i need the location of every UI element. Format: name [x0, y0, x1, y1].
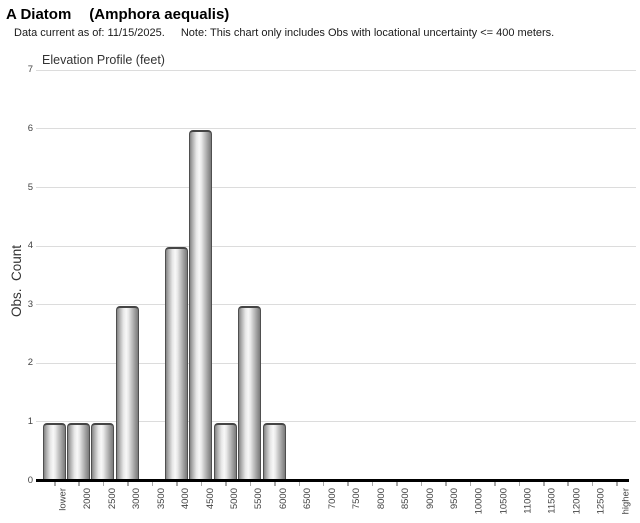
y-tick-label-4: 4	[27, 240, 33, 252]
x-tick-9500	[445, 482, 447, 486]
x-category-label-8500: 8500	[400, 488, 412, 510]
gridline-7	[36, 69, 636, 71]
x-tick-9000	[420, 482, 423, 486]
x-category-label-6500: 6500	[302, 488, 314, 510]
x-category-label-10500: 10500	[498, 488, 510, 515]
x-axis-line	[36, 479, 629, 482]
x-tick-5500	[249, 482, 252, 486]
bar-3000	[115, 305, 139, 480]
x-tick-10000	[469, 482, 472, 486]
x-tick-12000	[567, 482, 569, 486]
gridline-3	[36, 304, 636, 306]
x-tick-12500	[591, 482, 594, 486]
data-current-date-text: Data current as of: 11/15/2025.	[14, 27, 165, 39]
x-tick-11000	[518, 482, 521, 486]
x-tick-10500	[494, 482, 496, 486]
x-tick-8500	[396, 482, 398, 486]
y-tick-label-7: 7	[27, 64, 33, 76]
gridline-5	[36, 187, 636, 188]
x-tick-2500	[102, 482, 105, 486]
bar-2000	[66, 422, 90, 480]
x-tick-5000	[225, 482, 227, 486]
x-tick-7500	[347, 482, 349, 486]
taxon-scientific-name: (Amphora aequalis)	[89, 6, 230, 23]
x-tick-4500	[200, 482, 203, 486]
bar-5000	[213, 422, 237, 480]
x-category-label-7500: 7500	[351, 488, 363, 510]
x-category-label-2000: 2000	[82, 488, 94, 510]
y-tick-label-5: 5	[27, 181, 33, 193]
bar-lower	[42, 422, 66, 480]
x-tick-6000	[274, 482, 276, 486]
taxon-common-name: A Diatom	[6, 6, 72, 23]
bar-2500	[91, 422, 115, 480]
x-category-label-7000: 7000	[326, 488, 338, 510]
y-tick-label-3: 3	[27, 298, 33, 310]
x-tick-8000	[371, 482, 374, 486]
x-category-label-5500: 5500	[253, 488, 265, 510]
x-category-label-higher: higher	[620, 488, 632, 515]
x-category-label-3500: 3500	[155, 488, 167, 510]
y-tick-label-2: 2	[27, 357, 33, 369]
x-category-label-6000: 6000	[278, 488, 290, 510]
x-category-label-9500: 9500	[449, 488, 461, 510]
x-category-label-11500: 11500	[547, 488, 558, 514]
x-category-label-4500: 4500	[204, 488, 216, 510]
x-category-label-4000: 4000	[180, 488, 192, 510]
y-tick-label-6: 6	[27, 122, 33, 134]
x-tick-lower	[54, 482, 56, 486]
x-category-label-9000: 9000	[424, 488, 436, 510]
bar-4500	[189, 129, 213, 480]
x-category-label-5000: 5000	[229, 488, 241, 510]
bar-5500	[238, 305, 262, 480]
x-tick-4000	[176, 482, 178, 486]
bar-4000	[164, 247, 188, 480]
x-category-label-11000: 11000	[522, 488, 534, 514]
bar-6000	[262, 422, 286, 480]
gridline-1	[36, 421, 636, 423]
y-tick-label-0: 0	[27, 474, 33, 486]
gridline-6	[36, 128, 636, 130]
x-category-label-12000: 12000	[571, 488, 583, 515]
x-category-label-12500: 12500	[595, 488, 607, 515]
y-tick-label-1: 1	[27, 415, 33, 427]
x-tick-3500	[151, 482, 154, 486]
x-category-label-lower: lower	[58, 488, 69, 511]
x-category-label-8000: 8000	[375, 488, 387, 510]
data-currency-note: Data current as of: 11/15/2025. Note: Thi…	[14, 27, 554, 39]
x-tick-3000	[127, 482, 129, 486]
x-category-label-3000: 3000	[131, 488, 143, 510]
x-tick-11500	[543, 482, 545, 486]
x-tick-higher	[616, 482, 618, 486]
gridline-2	[36, 362, 636, 364]
page-title: A Diatom (Amphora aequalis)	[6, 6, 229, 23]
x-tick-2000	[78, 482, 80, 486]
chart-title: Elevation Profile (feet)	[42, 53, 165, 67]
x-tick-6500	[298, 482, 300, 486]
x-tick-7000	[322, 482, 325, 486]
x-category-label-10000: 10000	[473, 488, 485, 515]
uncertainty-note-text: Note: This chart only includes Obs with …	[180, 27, 555, 39]
gridline-4	[36, 245, 636, 247]
x-category-label-2500: 2500	[106, 488, 118, 510]
